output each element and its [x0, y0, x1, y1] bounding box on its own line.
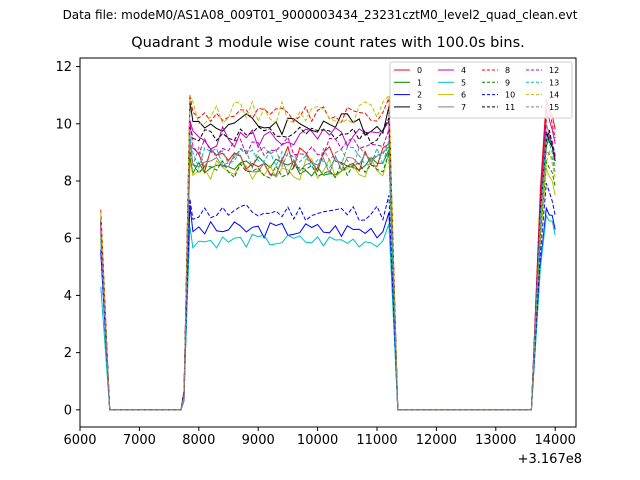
- series-line-15: [100, 140, 556, 411]
- chart-suptitle: Data file: modeM0/AS1A08_009T01_90000034…: [62, 8, 578, 22]
- x-tick-label-7000: 7000: [123, 433, 156, 448]
- legend-label-4: 4: [461, 66, 466, 75]
- legend-label-9: 9: [505, 78, 510, 87]
- series-line-13: [100, 136, 556, 411]
- legend-box: [389, 61, 573, 119]
- legend-label-7: 7: [461, 103, 466, 112]
- y-tick-label-4: 4: [64, 289, 72, 304]
- series-line-4: [100, 108, 556, 411]
- x-tick-label-6000: 6000: [63, 433, 96, 448]
- legend-label-8: 8: [505, 66, 510, 75]
- legend-label-11: 11: [505, 103, 515, 112]
- legend-label-14: 14: [549, 91, 559, 100]
- y-tick-label-2: 2: [64, 346, 72, 361]
- legend-label-13: 13: [549, 78, 559, 87]
- x-tick-label-14000: 14000: [535, 433, 576, 448]
- chart-title: Quadrant 3 module wise count rates with …: [131, 35, 525, 51]
- series-line-7: [100, 124, 556, 411]
- y-tick-label-0: 0: [64, 403, 72, 418]
- axes-frame: [79, 57, 577, 428]
- series-line-5: [100, 213, 556, 411]
- series-line-6: [100, 152, 556, 411]
- legend-label-0: 0: [417, 66, 422, 75]
- series-line-10: [100, 183, 556, 411]
- y-tick-label-8: 8: [64, 175, 72, 190]
- legend-label-6: 6: [461, 91, 466, 100]
- y-tick-label-12: 12: [55, 60, 72, 75]
- x-tick-label-9000: 9000: [242, 433, 275, 448]
- x-tick-label-8000: 8000: [182, 433, 215, 448]
- y-tick-label-6: 6: [64, 232, 72, 247]
- x-tick-label-10000: 10000: [297, 433, 338, 448]
- x-tick-label-12000: 12000: [416, 433, 457, 448]
- x-offset-text: +3.167e8: [517, 452, 582, 467]
- y-tick-label-10: 10: [55, 117, 72, 132]
- x-tick-label-11000: 11000: [356, 433, 397, 448]
- series-line-12: [100, 121, 556, 411]
- series-line-14: [100, 93, 556, 411]
- x-tick-label-13000: 13000: [475, 433, 516, 448]
- legend-label-2: 2: [417, 91, 422, 100]
- legend-label-15: 15: [549, 103, 559, 112]
- legend-label-12: 12: [549, 66, 559, 75]
- series-line-0: [100, 99, 556, 411]
- series-line-9: [100, 152, 556, 411]
- legend-label-10: 10: [505, 91, 515, 100]
- series-line-1: [100, 134, 556, 411]
- legend-label-1: 1: [417, 78, 422, 87]
- legend-label-5: 5: [461, 78, 466, 87]
- legend-label-3: 3: [417, 103, 422, 112]
- series-line-2: [100, 204, 556, 411]
